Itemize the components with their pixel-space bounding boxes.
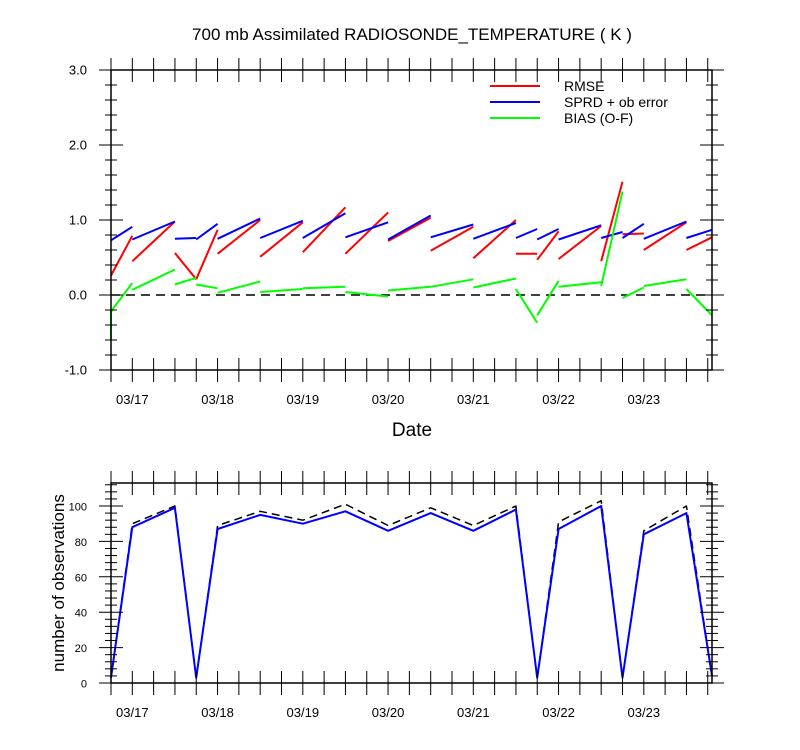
x-tick-label: 03/21: [457, 705, 490, 720]
x-tick-label: 03/18: [201, 392, 234, 407]
rmse-line: [600, 181, 624, 262]
plot-frame: [110, 482, 713, 684]
bias-o-f-line: [345, 291, 389, 298]
x-axis: 03/17 03/18 03/19 03/20 03/21 03/22 03/23: [110, 58, 709, 407]
rmse-line: [387, 216, 432, 242]
bias-o-f-line: [260, 288, 303, 293]
sprd-ob-error-line: [621, 222, 645, 239]
sprd-ob-error-line: [195, 222, 219, 241]
x-tick-label: 03/22: [542, 392, 575, 407]
top-chart: 700 mb Assimilated RADIOSONDE_TEMPERATUR…: [65, 25, 724, 441]
series-layer: [110, 499, 713, 679]
chart-title: 700 mb Assimilated RADIOSONDE_TEMPERATUR…: [192, 25, 632, 44]
x-tick-label: 03/19: [287, 392, 320, 407]
sprd-ob-error-line: [686, 228, 713, 239]
sprd-ob-error-line: [174, 237, 197, 240]
series-layer: [110, 181, 713, 340]
y-tick-label: 1.0: [69, 213, 87, 228]
bias-o-f-line: [131, 268, 176, 291]
bias-o-f-line: [174, 276, 197, 286]
sprd-ob-error-line: [472, 222, 517, 240]
y-tick-label: 40: [75, 608, 87, 620]
x-axis-label: Date: [392, 420, 432, 441]
rmse-line: [302, 206, 347, 253]
y-axis-label: number of observations: [49, 494, 68, 672]
sprd-ob-error-line: [110, 225, 133, 242]
y-axis: 0 20 40 60 80 100: [69, 484, 724, 691]
bias-o-f-line: [110, 282, 134, 340]
x-tick-label: 03/19: [287, 705, 320, 720]
y-axis: -1.0 0.0 1.0 2.0 3.0: [65, 63, 724, 378]
bias-o-f-line: [217, 280, 261, 294]
bias-o-f-line: [643, 278, 687, 287]
rmse-line: [174, 252, 197, 280]
y-tick-label: 0: [81, 679, 87, 691]
rmse-line: [131, 220, 176, 263]
sprd-ob-error-line: [345, 221, 389, 239]
sprd-ob-error-line: [558, 224, 602, 241]
x-tick-label: 03/23: [628, 705, 661, 720]
legend-label-bias-o-f: BIAS (O-F): [564, 110, 633, 126]
bias-o-f-line: [196, 283, 218, 290]
sprd-ob-error-line: [387, 214, 432, 241]
rmse-line: [557, 225, 602, 260]
bias-o-f-line: [473, 277, 517, 289]
sprd-ob-error-line: [536, 228, 560, 241]
rmse-line: [536, 230, 560, 261]
rmse-line: [344, 211, 389, 255]
bias-o-f-line: [302, 285, 346, 290]
x-tick-label: 03/22: [542, 705, 575, 720]
y-tick-label: 20: [75, 643, 87, 655]
sprd-ob-error-line: [302, 212, 346, 239]
x-tick-label: 03/18: [201, 705, 234, 720]
x-tick-label: 03/20: [372, 392, 405, 407]
rmse-line: [110, 235, 134, 276]
y-tick-label: 80: [75, 537, 87, 549]
sprd-ob-error-line: [131, 220, 176, 241]
observations-used-line: [110, 505, 713, 679]
bias-o-f-line: [685, 288, 713, 316]
y-tick-label: 60: [75, 572, 87, 584]
bias-o-f-line: [388, 285, 431, 292]
y-tick-label: 3.0: [69, 63, 87, 78]
bias-o-f-line: [600, 191, 624, 287]
bias-o-f-line: [622, 286, 645, 299]
rmse-line: [685, 236, 713, 251]
legend-label-rmse: RMSE: [564, 78, 604, 94]
sprd-ob-error-line: [515, 228, 538, 239]
y-tick-label: 100: [69, 502, 87, 514]
bias-o-f-line: [515, 288, 539, 324]
x-tick-label: 03/20: [372, 705, 405, 720]
y-tick-label: 2.0: [69, 138, 87, 153]
rmse-line: [622, 232, 644, 236]
x-axis: 03/17 03/18 03/19 03/20 03/21 03/22 03/23: [110, 471, 709, 720]
sprd-ob-error-line: [217, 217, 261, 240]
x-tick-label: 03/17: [116, 705, 149, 720]
y-tick-label: -1.0: [65, 363, 87, 378]
x-tick-label: 03/21: [457, 392, 490, 407]
legend-label-sprd-ob-error: SPRD + ob error: [564, 94, 668, 110]
sprd-ob-error-line: [259, 219, 304, 239]
x-tick-label: 03/17: [116, 392, 149, 407]
observations-possible-line: [110, 499, 713, 679]
rmse-line: [216, 219, 261, 255]
y-tick-label: 0.0: [69, 288, 87, 303]
bias-o-f-line: [430, 278, 474, 288]
rmse-line: [643, 221, 687, 251]
rmse-line: [430, 225, 474, 252]
sprd-ob-error-line: [643, 220, 687, 240]
rmse-line: [259, 221, 304, 258]
x-tick-label: 03/23: [628, 392, 661, 407]
sprd-ob-error-line: [430, 223, 474, 239]
bias-o-f-line: [536, 280, 560, 316]
rmse-line: [195, 229, 219, 280]
bias-o-f-line: [558, 281, 602, 288]
